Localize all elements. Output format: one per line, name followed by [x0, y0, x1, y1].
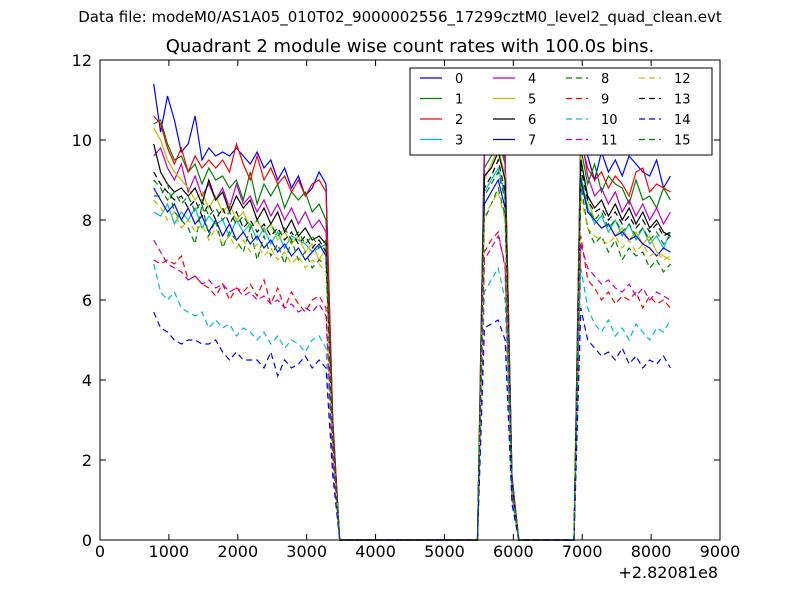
series-line-9 [153, 230, 671, 541]
legend-label-8: 8 [601, 72, 609, 87]
legend-label-3: 3 [455, 134, 463, 149]
legend-label-14: 14 [674, 113, 691, 128]
x-tick-label: 2000 [217, 542, 258, 561]
x-tick-label: 5000 [424, 542, 465, 561]
x-tick-label: 4000 [355, 542, 396, 561]
legend-label-0: 0 [455, 72, 463, 87]
legend-label-5: 5 [528, 93, 536, 108]
legend-label-11: 11 [601, 134, 618, 149]
x-tick-label: 1000 [149, 542, 190, 561]
series-line-14 [153, 307, 671, 541]
legend-label-4: 4 [528, 72, 536, 87]
series-line-2 [153, 115, 671, 541]
series-layer [153, 83, 671, 541]
legend-label-7: 7 [528, 134, 536, 149]
x-tick-label: 3000 [286, 542, 327, 561]
y-tick-label: 10 [72, 131, 92, 150]
x-tick-label: 0 [95, 542, 105, 561]
x-tick-label: 8000 [631, 542, 672, 561]
x-axis: 0 1000 2000 3000 4000 5000 6000 7000 8000 9000 [95, 60, 740, 561]
legend-label-10: 10 [601, 113, 618, 128]
x-offset-label: +2.82081e8 [618, 563, 718, 582]
series-line-15 [153, 170, 671, 541]
series-line-10 [153, 263, 671, 541]
legend-frame [409, 67, 713, 156]
y-tick-label: 12 [72, 51, 92, 70]
legend-label-2: 2 [455, 113, 463, 128]
y-tick-label: 4 [82, 371, 92, 390]
legend-label-6: 6 [528, 113, 536, 128]
y-tick-label: 2 [82, 451, 92, 470]
y-tick-label: 0 [82, 531, 92, 550]
x-tick-label: 9000 [700, 542, 741, 561]
legend-label-13: 13 [674, 93, 691, 108]
supertitle: Data file: modeM0/AS1A05_010T02_90000025… [78, 8, 722, 26]
legend-label-15: 15 [674, 134, 691, 149]
legend-label-1: 1 [455, 93, 463, 108]
x-tick-label: 7000 [562, 542, 603, 561]
chart-title: Quadrant 2 module wise count rates with … [165, 36, 655, 57]
legend-label-12: 12 [674, 72, 691, 87]
x-tick-label: 6000 [493, 542, 534, 561]
series-line-12 [153, 190, 671, 541]
y-tick-label: 8 [82, 211, 92, 230]
series-line-11 [153, 234, 671, 541]
y-tick-label: 6 [82, 291, 92, 310]
legend-label-9: 9 [601, 93, 609, 108]
